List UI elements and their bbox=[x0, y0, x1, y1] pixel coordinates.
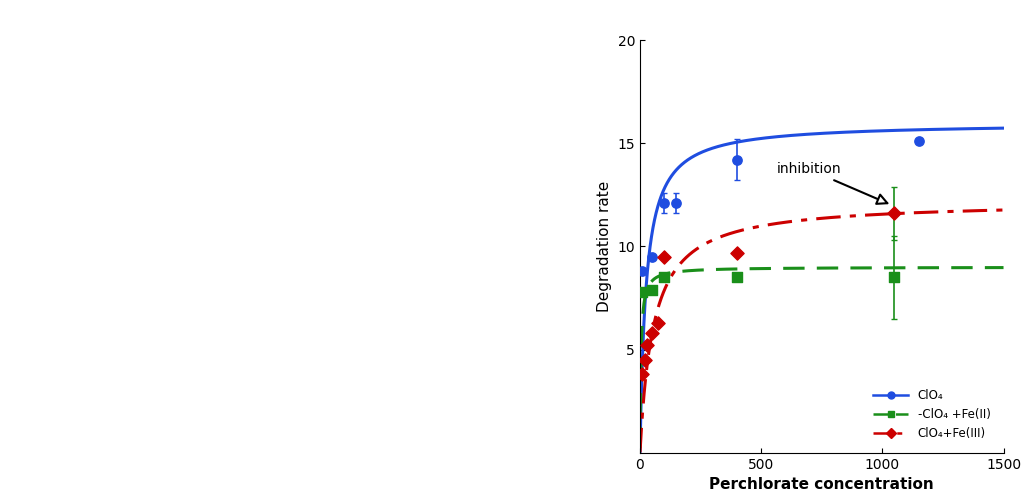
Point bbox=[668, 199, 684, 207]
Point bbox=[650, 319, 667, 327]
Point bbox=[729, 248, 745, 257]
Point bbox=[644, 286, 660, 294]
Legend: ClO₄, -ClO₄ +Fe(II), ClO₄+Fe(III): ClO₄, -ClO₄ +Fe(II), ClO₄+Fe(III) bbox=[865, 382, 997, 447]
Point bbox=[644, 253, 660, 261]
Point bbox=[656, 274, 673, 282]
Y-axis label: Degradation rate: Degradation rate bbox=[597, 181, 612, 312]
Point bbox=[886, 209, 903, 217]
Point bbox=[656, 199, 673, 207]
Point bbox=[886, 274, 903, 282]
Point bbox=[910, 137, 927, 145]
Text: inhibition: inhibition bbox=[776, 162, 888, 204]
Point bbox=[729, 274, 745, 282]
Point bbox=[644, 329, 660, 337]
X-axis label: Perchlorate concentration: Perchlorate concentration bbox=[710, 477, 934, 492]
Point bbox=[729, 156, 745, 164]
Point bbox=[634, 370, 650, 378]
Point bbox=[634, 267, 650, 275]
Point bbox=[656, 253, 673, 261]
Point bbox=[637, 356, 653, 364]
Point bbox=[639, 342, 655, 350]
Point bbox=[634, 288, 650, 296]
